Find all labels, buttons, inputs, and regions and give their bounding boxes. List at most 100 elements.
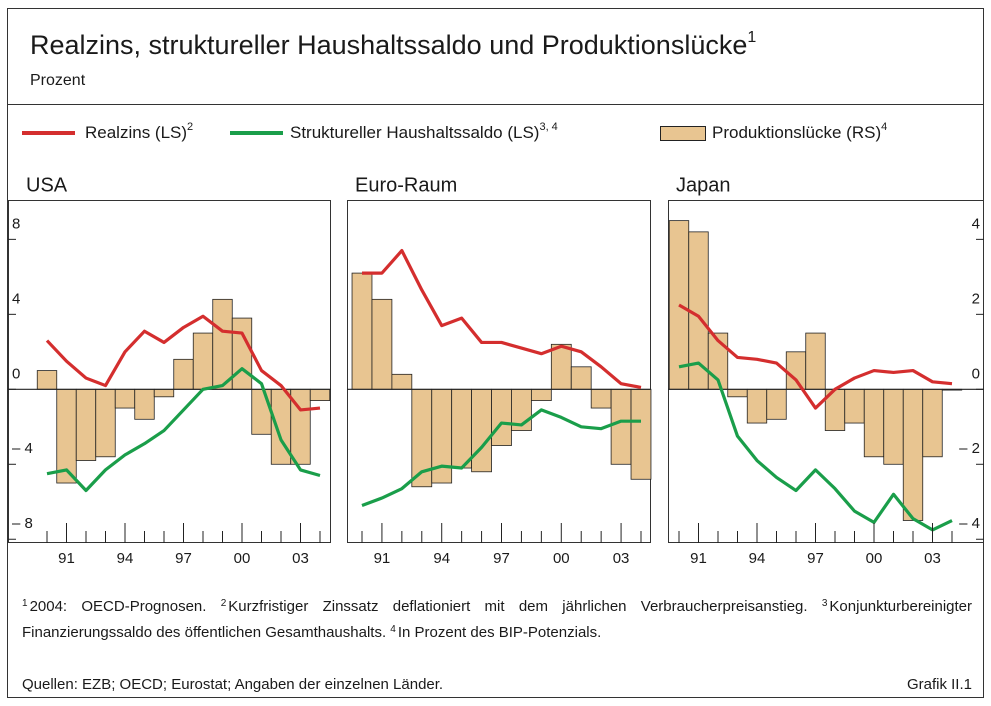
- bar: [471, 388, 492, 473]
- legend-name: Produktionslücke (RS): [712, 123, 881, 142]
- source-row: Quellen: EZB; OECD; Eurostat; Angaben de…: [22, 676, 972, 693]
- bar: [153, 388, 175, 398]
- x-tick-label: 03: [613, 550, 630, 567]
- footnote: 4 In Prozent des BIP-Potenzials.: [390, 624, 601, 641]
- line-series: [45, 314, 321, 412]
- bar: [570, 366, 592, 390]
- footnote-text: 2004: OECD-Prognosen.: [29, 598, 207, 615]
- bar: [550, 343, 572, 390]
- footnote: 2 Kurzfristiger Zinssatz deflationiert mi…: [221, 598, 808, 615]
- x-tick-label: 00: [866, 550, 883, 567]
- x-tick-label: 91: [374, 550, 391, 567]
- panel-frame: [347, 200, 651, 543]
- footnote-text: In Prozent des BIP-Potenzials.: [397, 624, 602, 641]
- panel-title: USA: [26, 174, 68, 196]
- x-tick-label: 97: [175, 550, 192, 567]
- x-tick-label: 00: [553, 550, 570, 567]
- x-tick-label: 03: [292, 550, 309, 567]
- x-tick-label: 94: [117, 550, 134, 567]
- bar: [727, 388, 748, 398]
- bar: [863, 388, 885, 458]
- x-tick-label: 91: [58, 550, 75, 567]
- y-tick-label: 8: [12, 215, 20, 232]
- x-tick-label: 97: [493, 550, 510, 567]
- bar: [134, 388, 155, 420]
- bar: [251, 388, 272, 435]
- footnote-text: Konjunkturbereinigter Finanzierungssaldo…: [22, 598, 973, 641]
- line-series: [46, 367, 321, 493]
- y-tick-label: 4: [12, 290, 20, 307]
- source: Quellen: EZB; OECD; Eurostat; Angaben de…: [22, 676, 444, 693]
- y2-tick-label: – 4: [959, 515, 980, 532]
- x-tick-label: 94: [749, 550, 766, 567]
- x-tick-label: 91: [690, 550, 707, 567]
- legend-swatch: [660, 126, 706, 141]
- footnote-mark: 3: [821, 598, 828, 609]
- bar: [746, 388, 768, 424]
- footnote-mark: 1: [22, 598, 28, 609]
- panel-title: Japan: [676, 174, 731, 196]
- footnote-text: Kurzfristiger Zinssatz deflationiert mit…: [228, 598, 808, 615]
- line-series: [678, 361, 953, 532]
- bar: [530, 388, 552, 401]
- bar: [391, 373, 413, 390]
- bar: [451, 388, 473, 469]
- panel-title: Euro-Raum: [355, 174, 457, 196]
- bar: [766, 388, 787, 420]
- legend-note: 2: [187, 121, 193, 133]
- bar: [231, 317, 253, 390]
- footnotes: 1 2004: OECD-Prognosen. 2 Kurzfristiger Zi…: [22, 592, 972, 644]
- x-tick-label: 03: [924, 550, 941, 567]
- bar: [173, 358, 194, 390]
- bar: [95, 388, 116, 458]
- subtitle: Prozent: [30, 72, 86, 89]
- legend-note: 3, 4: [539, 121, 557, 133]
- figure-label: Grafik II.1: [906, 676, 972, 693]
- legend-note: 4: [881, 121, 887, 133]
- x-tick-label: 94: [433, 550, 450, 567]
- title-text: Realzins, struktureller Haushaltssaldo u…: [30, 30, 747, 60]
- x-tick-label: 97: [807, 550, 824, 567]
- y2-tick-label: 4: [972, 215, 980, 232]
- bar: [351, 272, 373, 390]
- bar: [192, 332, 214, 390]
- y-tick-label: 0: [12, 365, 20, 382]
- bar: [309, 388, 331, 401]
- panel-frame: [668, 200, 984, 543]
- footnote-mark: 4: [390, 624, 396, 635]
- legend-label: Struktureller Haushaltssaldo (LS)3, 4: [290, 121, 558, 143]
- bar: [902, 388, 924, 521]
- bar: [590, 388, 612, 409]
- bar: [785, 351, 807, 390]
- legend-name: Realzins (LS): [85, 123, 187, 142]
- chart-title: Realzins, struktureller Haushaltssaldo u…: [30, 29, 756, 60]
- y-tick-label: – 8: [12, 515, 33, 532]
- bar: [844, 388, 865, 424]
- bar: [610, 388, 632, 465]
- panel-frame: [8, 200, 331, 543]
- legend-label: Realzins (LS)2: [85, 121, 193, 143]
- line-series: [361, 408, 641, 508]
- bar: [36, 370, 58, 390]
- legend-name: Struktureller Haushaltssaldo (LS): [290, 123, 539, 142]
- bar: [75, 388, 97, 461]
- footnote: 3 Konjunkturbereinigter Finanzierungssald…: [22, 598, 972, 641]
- y-tick-label: – 4: [12, 440, 33, 457]
- footnote: 1 2004: OECD-Prognosen.: [22, 598, 206, 615]
- line-series: [362, 249, 642, 390]
- bar: [922, 388, 943, 458]
- y2-tick-label: 0: [972, 365, 980, 382]
- bar: [630, 388, 652, 480]
- bar: [805, 332, 826, 390]
- bar: [491, 388, 512, 446]
- y2-tick-label: – 2: [959, 440, 980, 457]
- bar: [883, 388, 904, 465]
- bar: [212, 298, 233, 390]
- title-note: 1: [747, 29, 756, 46]
- y2-tick-label: 2: [972, 290, 980, 307]
- legend-label: Produktionslücke (RS)4: [712, 121, 887, 143]
- bar: [371, 298, 393, 390]
- x-tick-label: 00: [234, 550, 251, 567]
